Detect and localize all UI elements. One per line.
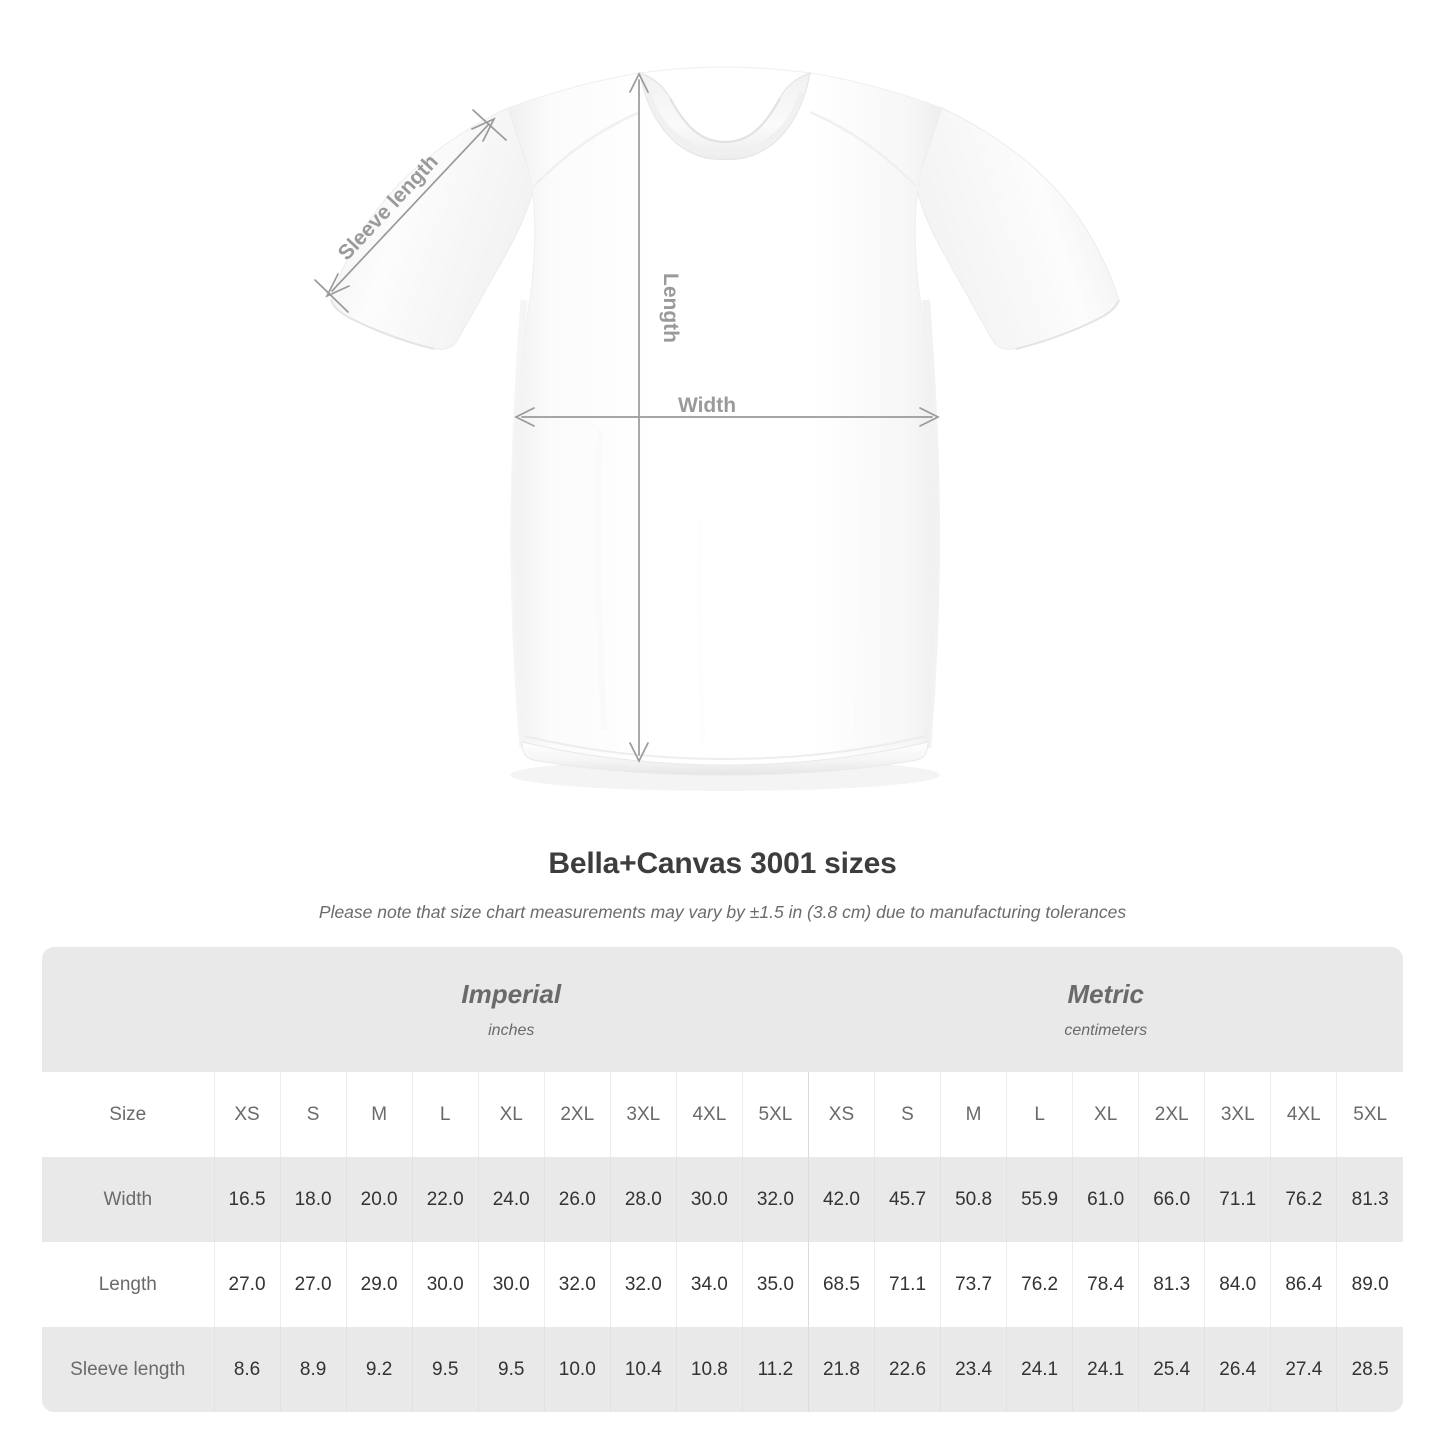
cell-sleeve-length-imperial-l: 9.5 (411, 1327, 479, 1412)
cell-sleeve-length-metric-4xl: 27.4 (1270, 1327, 1337, 1412)
size-table-container: Imperial inches Metric centimeters Size XS S M L… (42, 947, 1403, 1412)
size-header-metric-xs: XS (807, 1072, 875, 1157)
cell-width-metric-xs: 42.0 (807, 1157, 875, 1242)
page-title: Bella+Canvas 3001 sizes (548, 847, 897, 880)
cell-sleeve-length-metric-xs: 21.8 (807, 1327, 875, 1412)
size-header-metric-5xl: 5XL (1336, 1072, 1403, 1157)
cell-length-metric-4xl: 86.4 (1270, 1242, 1337, 1327)
cell-width-imperial-5xl: 32.0 (741, 1157, 809, 1242)
cell-sleeve-length-imperial-5xl: 11.2 (741, 1327, 809, 1412)
cell-sleeve-length-imperial-xl: 9.5 (477, 1327, 545, 1412)
cell-sleeve-length-metric-s: 22.6 (873, 1327, 941, 1412)
cell-length-metric-xs: 68.5 (807, 1242, 875, 1327)
cell-sleeve-length-imperial-m: 9.2 (345, 1327, 413, 1412)
size-header-metric-s: S (873, 1072, 941, 1157)
tshirt-measurement-diagram: Sleeve length Length Width (314, 66, 1120, 791)
row-label-length: Length (42, 1242, 215, 1327)
cell-sleeve-length-metric-3xl: 26.4 (1204, 1327, 1271, 1412)
tshirt-graphic (330, 66, 1120, 791)
cell-width-imperial-2xl: 26.0 (543, 1157, 611, 1242)
chart-heading: Bella+Canvas 3001 sizes Please note that… (0, 845, 1445, 923)
size-header-metric-m: M (940, 1072, 1007, 1157)
cell-width-imperial-m: 20.0 (345, 1157, 413, 1242)
cell-width-imperial-4xl: 30.0 (675, 1157, 743, 1242)
size-header-imperial-5xl: 5XL (741, 1072, 809, 1157)
cell-sleeve-length-imperial-4xl: 10.8 (675, 1327, 743, 1412)
size-header-row: Size XS S M L XL 2XL 3XL 4XL 5XL XS S M L XL 2XL 3XL 4XL 5… (42, 1072, 1403, 1157)
size-header-metric-4xl: 4XL (1270, 1072, 1337, 1157)
row-label-width: Width (42, 1157, 215, 1242)
cell-length-imperial-xl: 30.0 (477, 1242, 545, 1327)
cell-sleeve-length-imperial-xs: 8.6 (213, 1327, 281, 1412)
cell-sleeve-length-metric-2xl: 25.4 (1138, 1327, 1205, 1412)
size-header-imperial-l: L (411, 1072, 479, 1157)
cell-sleeve-length-metric-xl: 24.1 (1072, 1327, 1139, 1412)
unit-subtitle: centimeters (1064, 1021, 1148, 1039)
cell-width-metric-2xl: 66.0 (1138, 1157, 1205, 1242)
cell-sleeve-length-metric-5xl: 28.5 (1336, 1327, 1403, 1412)
cell-width-metric-5xl: 81.3 (1336, 1157, 1403, 1242)
cell-width-metric-4xl: 76.2 (1270, 1157, 1337, 1242)
cell-length-metric-xl: 78.4 (1072, 1242, 1139, 1327)
table-row: Width 16.5 18.0 20.0 22.0 24.0 26.0 28.0 30.0 32.… (42, 1157, 1403, 1242)
cell-length-metric-s: 71.1 (873, 1242, 941, 1327)
unit-name: Metric (1067, 978, 1145, 1009)
cell-length-imperial-4xl: 34.0 (675, 1242, 743, 1327)
cell-sleeve-length-metric-l: 24.1 (1006, 1327, 1073, 1412)
cell-length-imperial-s: 27.0 (279, 1242, 347, 1327)
length-label: Length (659, 273, 682, 343)
tolerance-note: Please note that size chart measurements… (318, 902, 1127, 922)
unit-subtitle: inches (488, 1021, 535, 1039)
unit-banner-row: Imperial inches Metric centimeters (42, 947, 1403, 1072)
cell-length-imperial-3xl: 32.0 (609, 1242, 677, 1327)
cell-width-imperial-s: 18.0 (279, 1157, 347, 1242)
unit-header-imperial: Imperial inches (214, 947, 809, 1072)
unit-name: Imperial (461, 978, 562, 1009)
cell-length-imperial-2xl: 32.0 (543, 1242, 611, 1327)
size-header-imperial-xs: XS (213, 1072, 281, 1157)
cell-width-metric-xl: 61.0 (1072, 1157, 1139, 1242)
cell-width-metric-m: 50.8 (940, 1157, 1007, 1242)
cell-sleeve-length-imperial-2xl: 10.0 (543, 1327, 611, 1412)
cell-length-imperial-5xl: 35.0 (741, 1242, 809, 1327)
cell-length-metric-l: 76.2 (1006, 1242, 1073, 1327)
cell-width-imperial-3xl: 28.0 (609, 1157, 677, 1242)
size-header-imperial-s: S (279, 1072, 347, 1157)
cell-width-metric-s: 45.7 (873, 1157, 941, 1242)
cell-length-metric-3xl: 84.0 (1204, 1242, 1271, 1327)
measurement-arrows (314, 72, 940, 763)
size-header-imperial-m: M (345, 1072, 413, 1157)
cell-width-metric-l: 55.9 (1006, 1157, 1073, 1242)
size-chart-table: Imperial inches Metric centimeters Size XS S M L… (42, 947, 1403, 1412)
table-row: Sleeve length 8.6 8.9 9.2 9.5 9.5 10.0 10.4 10.8… (42, 1327, 1403, 1412)
cell-length-metric-m: 73.7 (940, 1242, 1007, 1327)
table-corner-label: Size (42, 1072, 215, 1157)
cell-length-imperial-xs: 27.0 (213, 1242, 281, 1327)
size-header-imperial-xl: XL (477, 1072, 545, 1157)
size-header-imperial-2xl: 2XL (543, 1072, 611, 1157)
table-row: Length 27.0 27.0 29.0 30.0 30.0 32.0 32.0 34.0 35… (42, 1242, 1403, 1327)
cell-width-imperial-l: 22.0 (411, 1157, 479, 1242)
cell-sleeve-length-metric-m: 23.4 (940, 1327, 1007, 1412)
cell-length-metric-2xl: 81.3 (1138, 1242, 1205, 1327)
size-header-metric-2xl: 2XL (1138, 1072, 1205, 1157)
size-header-imperial-3xl: 3XL (609, 1072, 677, 1157)
cell-length-imperial-m: 29.0 (345, 1242, 413, 1327)
size-header-imperial-4xl: 4XL (675, 1072, 743, 1157)
cell-width-metric-3xl: 71.1 (1204, 1157, 1271, 1242)
row-label-sleeve-length: Sleeve length (42, 1327, 215, 1412)
width-label: Width (678, 394, 736, 417)
cell-length-metric-5xl: 89.0 (1336, 1242, 1403, 1327)
cell-sleeve-length-imperial-3xl: 10.4 (609, 1327, 677, 1412)
cell-length-imperial-l: 30.0 (411, 1242, 479, 1327)
unit-header-metric: Metric centimeters (808, 947, 1403, 1072)
cell-width-imperial-xs: 16.5 (213, 1157, 281, 1242)
cell-sleeve-length-imperial-s: 8.9 (279, 1327, 347, 1412)
cell-width-imperial-xl: 24.0 (477, 1157, 545, 1242)
size-header-metric-3xl: 3XL (1204, 1072, 1271, 1157)
size-header-metric-xl: XL (1072, 1072, 1139, 1157)
size-header-metric-l: L (1006, 1072, 1073, 1157)
unit-banner-spacer (42, 947, 215, 1072)
